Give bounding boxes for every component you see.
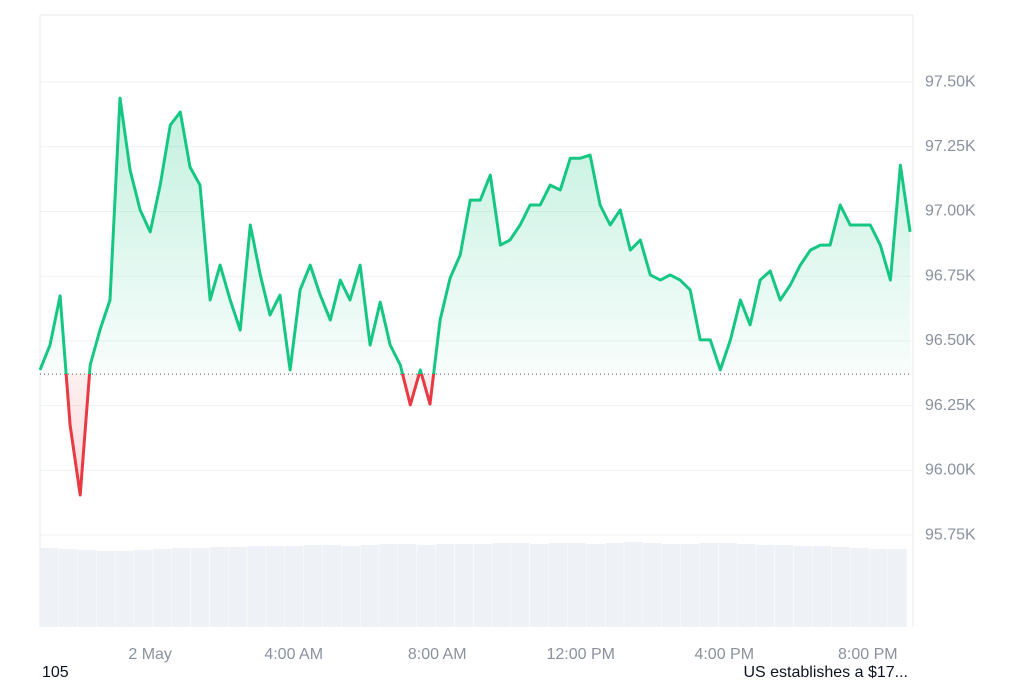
volume-bar (473, 543, 492, 627)
volume-bar (511, 542, 530, 627)
x-tick-label: 12:00 PM (546, 646, 614, 663)
volume-bar (134, 549, 153, 627)
volume-bar (209, 546, 228, 627)
volume-bar (737, 543, 756, 627)
volume-bar (548, 542, 568, 627)
volume-bar (379, 543, 398, 627)
volume-bar (398, 543, 417, 627)
volume-bar (303, 544, 323, 627)
volume-bar (605, 542, 624, 627)
x-tick-label: 2 May (128, 646, 172, 663)
volume-bar (718, 542, 737, 627)
annotation: US establishes a $17... (743, 664, 908, 681)
volume-bar (322, 544, 342, 627)
volume-bar (624, 542, 643, 627)
x-tick-label: 8:00 AM (408, 646, 467, 663)
y-tick-label: 97.00K (925, 203, 976, 220)
volume-bar (247, 545, 266, 627)
volume-bar (643, 542, 662, 627)
y-tick-label: 96.75K (925, 267, 976, 284)
volume-bar (661, 543, 681, 627)
volume-bar (228, 546, 247, 627)
volume-bar (888, 548, 907, 627)
volume-bar (831, 546, 850, 627)
volume-bar (869, 548, 888, 627)
volume-bar (58, 548, 78, 627)
volume-bar (40, 547, 59, 627)
price-line (38, 96, 912, 497)
y-tick-label: 97.50K (925, 73, 976, 90)
volume-bar (680, 543, 700, 627)
x-tick-label: 4:00 AM (264, 646, 323, 663)
volume-bar (96, 550, 115, 627)
volume-bar (586, 543, 605, 627)
volume-bar (190, 547, 210, 627)
volume-bar (435, 543, 455, 627)
volume-bar (153, 548, 172, 627)
volume-bar (699, 542, 719, 627)
y-tick-label: 96.50K (925, 332, 976, 349)
annotation: 105 (42, 664, 69, 681)
y-tick-label: 96.00K (925, 462, 976, 479)
y-tick-label: 96.25K (925, 397, 976, 414)
volume-bar (756, 544, 775, 627)
x-tick-label: 8:00 PM (838, 646, 898, 663)
volume-bar (266, 545, 285, 627)
x-tick-label: 4:00 PM (694, 646, 754, 663)
y-tick-label: 95.75K (925, 526, 976, 543)
volume-bar (360, 544, 379, 627)
volume-bar (567, 542, 587, 627)
volume-bar (812, 545, 832, 627)
volume-bar (77, 549, 97, 627)
y-tick-label: 97.25K (925, 138, 976, 155)
volume-bar (492, 542, 511, 627)
volume-bar (285, 545, 304, 627)
volume-bar (171, 547, 191, 627)
volume-bar (416, 544, 436, 627)
volume-bar (850, 547, 869, 627)
volume-bar (793, 545, 813, 627)
volume-bar (341, 545, 360, 627)
volume-bar (454, 543, 473, 627)
volume-bar (115, 550, 134, 627)
volume-bar (530, 543, 549, 627)
area (40, 98, 911, 495)
volume-bar (775, 544, 794, 627)
